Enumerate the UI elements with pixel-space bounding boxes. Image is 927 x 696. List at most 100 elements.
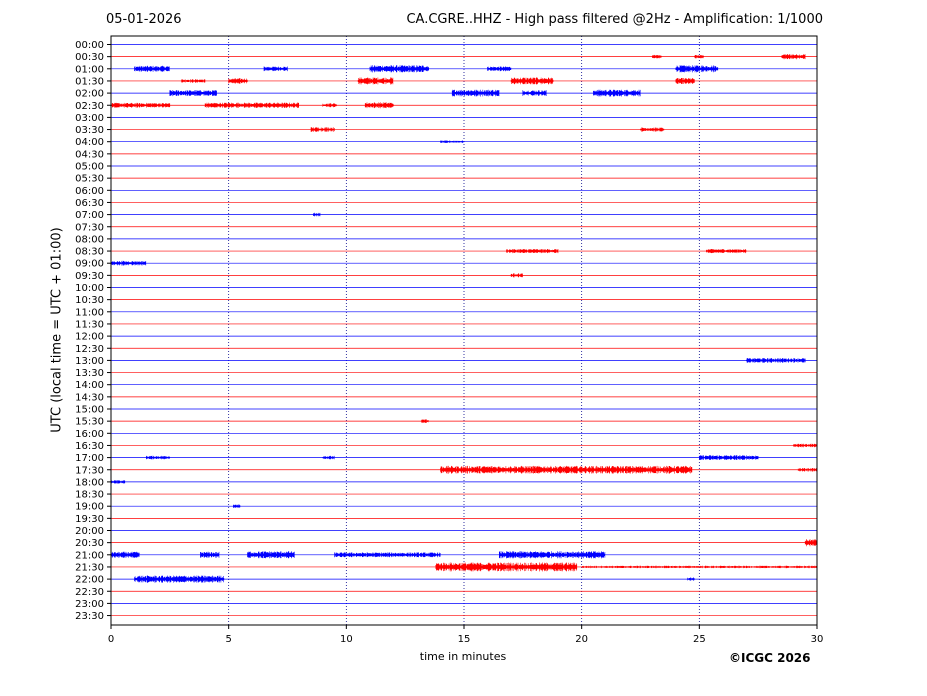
x-tick-label: 25 [693, 634, 706, 645]
y-tick-label: 22:30 [75, 587, 104, 598]
y-tick-label: 08:00 [75, 234, 104, 245]
trace-burst-1700-2 [699, 455, 759, 460]
y-tick-label: 12:00 [75, 332, 104, 343]
y-tick-label: 20:30 [75, 538, 104, 549]
trace-burst-2100-4 [499, 551, 606, 559]
y-tick-label: 14:30 [75, 392, 104, 403]
trace-burst-1800-0 [110, 480, 126, 484]
x-tick-group: 0 5 10 15 20 25 30 [108, 625, 824, 645]
trace-burst-1700-0 [146, 455, 170, 460]
y-tick-label: 15:00 [75, 405, 104, 416]
y-tick-label: 19:00 [75, 502, 104, 513]
trace-burst-1700-1 [322, 455, 335, 460]
trace-burst-2100-1 [200, 551, 220, 558]
y-tick-label: 14:00 [75, 380, 104, 391]
trace-burst-0230-3 [364, 102, 394, 109]
copyright-text: ©ICGC 2026 [729, 651, 811, 665]
x-tick-label: 0 [108, 634, 114, 645]
y-tick-label: 05:30 [75, 174, 104, 185]
trace-burst-0400-0 [440, 140, 465, 143]
trace-burst-2130-1 [581, 565, 818, 569]
y-tick-label: 02:30 [75, 101, 104, 112]
y-tick-label: 13:00 [75, 356, 104, 367]
y-tick-label: 05:00 [75, 162, 104, 173]
trace-burst-0130-0 [181, 79, 206, 83]
trace-burst-0100-1 [263, 66, 288, 72]
trace-burst-1300-0 [746, 358, 806, 363]
trace-burst-0200-3 [593, 89, 641, 97]
trace-burst-1730-1 [797, 468, 818, 472]
y-tick-label: 08:30 [75, 247, 104, 258]
y-tick-label: 06:30 [75, 198, 104, 209]
y-tick-label: 17:00 [75, 453, 104, 464]
trace-burst-0030-1 [694, 55, 704, 59]
y-tick-label: 16:00 [75, 429, 104, 440]
plot-date: 05-01-2026 [106, 12, 182, 27]
trace-burst-0200-1 [451, 89, 500, 97]
y-tick-label: 07:00 [75, 210, 104, 221]
trace-burst-0130-2 [357, 77, 394, 85]
trace-burst-2100-2 [247, 551, 295, 559]
y-tick-label: 06:00 [75, 186, 104, 197]
y-tick-label: 09:30 [75, 271, 104, 282]
y-tick-label: 07:30 [75, 222, 104, 233]
trace-burst-2100-3 [334, 552, 441, 558]
x-tick-label: 30 [811, 634, 824, 645]
y-tick-label: 10:00 [75, 283, 104, 294]
trace-burst-0330-1 [640, 127, 665, 132]
y-tick-label: 23:30 [75, 611, 104, 622]
y-tick-label: 18:30 [75, 490, 104, 501]
y-tick-label: 12:30 [75, 344, 104, 355]
trace-burst-0330-0 [310, 127, 335, 132]
trace-burst-2200-1 [687, 577, 695, 581]
y-tick-label: 01:30 [75, 76, 104, 87]
x-tick-label: 10 [340, 634, 353, 645]
y-tick-label: 20:00 [75, 526, 104, 537]
y-tick-label: 13:30 [75, 368, 104, 379]
trace-burst-0100-4 [675, 65, 719, 73]
y-tick-label: 23:00 [75, 599, 104, 610]
trace-burst-0100-2 [369, 65, 429, 73]
y-tick-label: 02:00 [75, 89, 104, 100]
trace-burst-0900-0 [110, 260, 147, 266]
y-tick-label: 09:00 [75, 259, 104, 270]
y-tick-label: 03:00 [75, 113, 104, 124]
trace-burst-0230-1 [204, 102, 299, 108]
y-tick-label: 01:00 [75, 64, 104, 75]
plot-title: CA.CGRE..HHZ - High pass filtered @2Hz -… [406, 12, 823, 27]
trace-burst-1530-0 [421, 419, 429, 423]
trace-burst-0030-0 [652, 54, 662, 59]
trace-burst-0830-1 [706, 249, 747, 254]
y-tick-label: 21:30 [75, 562, 104, 573]
trace-burst-2100-0 [110, 551, 140, 558]
trace-burst-0100-3 [487, 66, 512, 72]
y-tick-label: 11:30 [75, 319, 104, 330]
trace-burst-2130-0 [435, 562, 578, 572]
y-tick-label: 00:00 [75, 40, 104, 51]
trace-group [110, 44, 818, 616]
trace-burst-0700-0 [313, 212, 321, 217]
trace-burst-0200-0 [169, 90, 217, 97]
x-axis-label: time in minutes [419, 650, 507, 663]
trace-burst-1730-0 [440, 465, 693, 474]
y-tick-label: 22:00 [75, 575, 104, 586]
y-tick-label: 11:00 [75, 307, 104, 318]
trace-burst-0930-0 [510, 273, 523, 278]
y-tick-label: 18:00 [75, 477, 104, 488]
y-tick-label: 03:30 [75, 125, 104, 136]
trace-burst-0130-1 [228, 78, 248, 84]
x-tick-label: 5 [225, 634, 231, 645]
trace-burst-0130-4 [675, 78, 695, 84]
trace-burst-0830-0 [506, 249, 559, 254]
y-tick-label: 17:30 [75, 465, 104, 476]
trace-burst-2030-0 [804, 539, 817, 547]
y-tick-label: 04:30 [75, 149, 104, 160]
trace-burst-0100-0 [134, 65, 170, 72]
trace-burst-1900-0 [233, 504, 241, 508]
grid-lines [228, 36, 700, 625]
trace-burst-0230-0 [110, 102, 171, 108]
y-tick-label: 16:30 [75, 441, 104, 452]
x-tick-label: 15 [458, 634, 471, 645]
